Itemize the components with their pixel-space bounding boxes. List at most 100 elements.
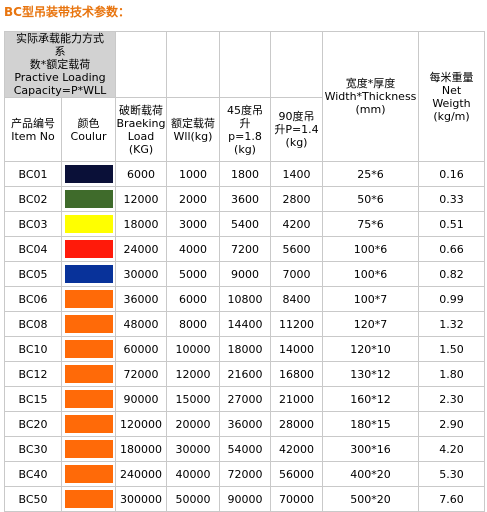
weight-cell: 0.33 bbox=[418, 186, 485, 212]
weight-cell: 5.30 bbox=[418, 461, 485, 487]
header-colour: 颜色 Coulur bbox=[61, 97, 116, 162]
breaking-load-cell: 90000 bbox=[115, 386, 167, 412]
p18-cell: 90000 bbox=[219, 486, 271, 512]
breaking-load-cell: 12000 bbox=[115, 186, 167, 212]
wll-cell: 5000 bbox=[166, 261, 220, 287]
wll-cell: 4000 bbox=[166, 236, 220, 262]
colour-cell bbox=[61, 411, 116, 437]
wll-cell: 50000 bbox=[166, 486, 220, 512]
item-no-cell: BC05 bbox=[4, 261, 62, 287]
wll-cell: 8000 bbox=[166, 311, 220, 337]
p18-cell: 1800 bbox=[219, 161, 271, 187]
colour-swatch bbox=[64, 390, 113, 408]
wll-cell: 2000 bbox=[166, 186, 220, 212]
item-no-cell: BC12 bbox=[4, 361, 62, 387]
table-row: BC05 30000 5000 9000 7000 100*6 0.82 bbox=[4, 261, 485, 287]
weight-cell: 0.51 bbox=[418, 211, 485, 237]
header-wll: 额定载荷 Wll(kg) bbox=[166, 97, 220, 162]
p14-cell: 4200 bbox=[270, 211, 323, 237]
weight-cell: 0.82 bbox=[418, 261, 485, 287]
breaking-load-cell: 240000 bbox=[115, 461, 167, 487]
weight-cell: 1.80 bbox=[418, 361, 485, 387]
p14-cell: 16800 bbox=[270, 361, 323, 387]
item-no-cell: BC04 bbox=[4, 236, 62, 262]
colour-swatch bbox=[64, 490, 113, 508]
wll-cell: 40000 bbox=[166, 461, 220, 487]
header-empty-cell bbox=[115, 31, 167, 98]
size-cell: 120*10 bbox=[322, 336, 419, 362]
header-empty-cell bbox=[166, 31, 220, 98]
colour-swatch bbox=[64, 415, 113, 433]
header-capacity-method: 实际承载能力方式 系 数*额定载荷 Practive Loading Capac… bbox=[4, 31, 116, 98]
wll-cell: 10000 bbox=[166, 336, 220, 362]
colour-cell bbox=[61, 336, 116, 362]
table-row: BC03 18000 3000 5400 4200 75*6 0.51 bbox=[4, 211, 485, 237]
p18-cell: 9000 bbox=[219, 261, 271, 287]
colour-swatch bbox=[64, 240, 113, 258]
table-row: BC06 36000 6000 10800 8400 100*7 0.99 bbox=[4, 286, 485, 312]
item-no-cell: BC10 bbox=[4, 336, 62, 362]
item-no-cell: BC08 bbox=[4, 311, 62, 337]
wll-cell: 15000 bbox=[166, 386, 220, 412]
colour-swatch bbox=[64, 315, 113, 333]
p18-cell: 3600 bbox=[219, 186, 271, 212]
item-no-cell: BC30 bbox=[4, 436, 62, 462]
p14-cell: 28000 bbox=[270, 411, 323, 437]
table-row: BC50 300000 50000 90000 70000 500*20 7.60 bbox=[4, 486, 485, 512]
table-row: BC10 60000 10000 18000 14000 120*10 1.50 bbox=[4, 336, 485, 362]
header-45-degree-lift: 45度吊 升 p=1.8 (kg) bbox=[219, 97, 271, 162]
weight-cell: 1.32 bbox=[418, 311, 485, 337]
p14-cell: 21000 bbox=[270, 386, 323, 412]
breaking-load-cell: 180000 bbox=[115, 436, 167, 462]
page-title: BC型吊装带技术参数： bbox=[4, 5, 130, 19]
colour-cell bbox=[61, 161, 116, 187]
size-cell: 50*6 bbox=[322, 186, 419, 212]
colour-cell bbox=[61, 461, 116, 487]
breaking-load-cell: 24000 bbox=[115, 236, 167, 262]
table-row: BC40 240000 40000 72000 56000 400*20 5.30 bbox=[4, 461, 485, 487]
weight-cell: 0.66 bbox=[418, 236, 485, 262]
p14-cell: 42000 bbox=[270, 436, 323, 462]
colour-cell bbox=[61, 261, 116, 287]
size-cell: 100*7 bbox=[322, 286, 419, 312]
p18-cell: 7200 bbox=[219, 236, 271, 262]
table-row: BC08 48000 8000 14400 11200 120*7 1.32 bbox=[4, 311, 485, 337]
p18-cell: 18000 bbox=[219, 336, 271, 362]
item-no-cell: BC50 bbox=[4, 486, 62, 512]
colour-cell bbox=[61, 186, 116, 212]
breaking-load-cell: 30000 bbox=[115, 261, 167, 287]
breaking-load-cell: 48000 bbox=[115, 311, 167, 337]
p14-cell: 56000 bbox=[270, 461, 323, 487]
colour-cell bbox=[61, 486, 116, 512]
weight-cell: 0.99 bbox=[418, 286, 485, 312]
table-row: BC15 90000 15000 27000 21000 160*12 2.30 bbox=[4, 386, 485, 412]
p18-cell: 27000 bbox=[219, 386, 271, 412]
colour-swatch bbox=[64, 215, 113, 233]
table-row: BC30 180000 30000 54000 42000 300*16 4.20 bbox=[4, 436, 485, 462]
size-cell: 25*6 bbox=[322, 161, 419, 187]
colour-swatch bbox=[64, 365, 113, 383]
p18-cell: 36000 bbox=[219, 411, 271, 437]
size-cell: 300*16 bbox=[322, 436, 419, 462]
colour-cell bbox=[61, 311, 116, 337]
size-cell: 130*12 bbox=[322, 361, 419, 387]
p14-cell: 11200 bbox=[270, 311, 323, 337]
colour-swatch bbox=[64, 165, 113, 183]
item-no-cell: BC40 bbox=[4, 461, 62, 487]
item-no-cell: BC15 bbox=[4, 386, 62, 412]
size-cell: 120*7 bbox=[322, 311, 419, 337]
colour-cell bbox=[61, 386, 116, 412]
header-90-degree-lift: 90度吊 升P=1.4 (kg) bbox=[270, 97, 323, 162]
colour-cell bbox=[61, 286, 116, 312]
table-row: BC20 120000 20000 36000 28000 180*15 2.90 bbox=[4, 411, 485, 437]
colour-swatch bbox=[64, 290, 113, 308]
p14-cell: 8400 bbox=[270, 286, 323, 312]
colour-swatch bbox=[64, 440, 113, 458]
item-no-cell: BC03 bbox=[4, 211, 62, 237]
breaking-load-cell: 36000 bbox=[115, 286, 167, 312]
breaking-load-cell: 6000 bbox=[115, 161, 167, 187]
weight-cell: 4.20 bbox=[418, 436, 485, 462]
wll-cell: 12000 bbox=[166, 361, 220, 387]
header-width-thickness: 宽度*厚度 Width*Thickness (mm) bbox=[322, 31, 419, 162]
p14-cell: 7000 bbox=[270, 261, 323, 287]
